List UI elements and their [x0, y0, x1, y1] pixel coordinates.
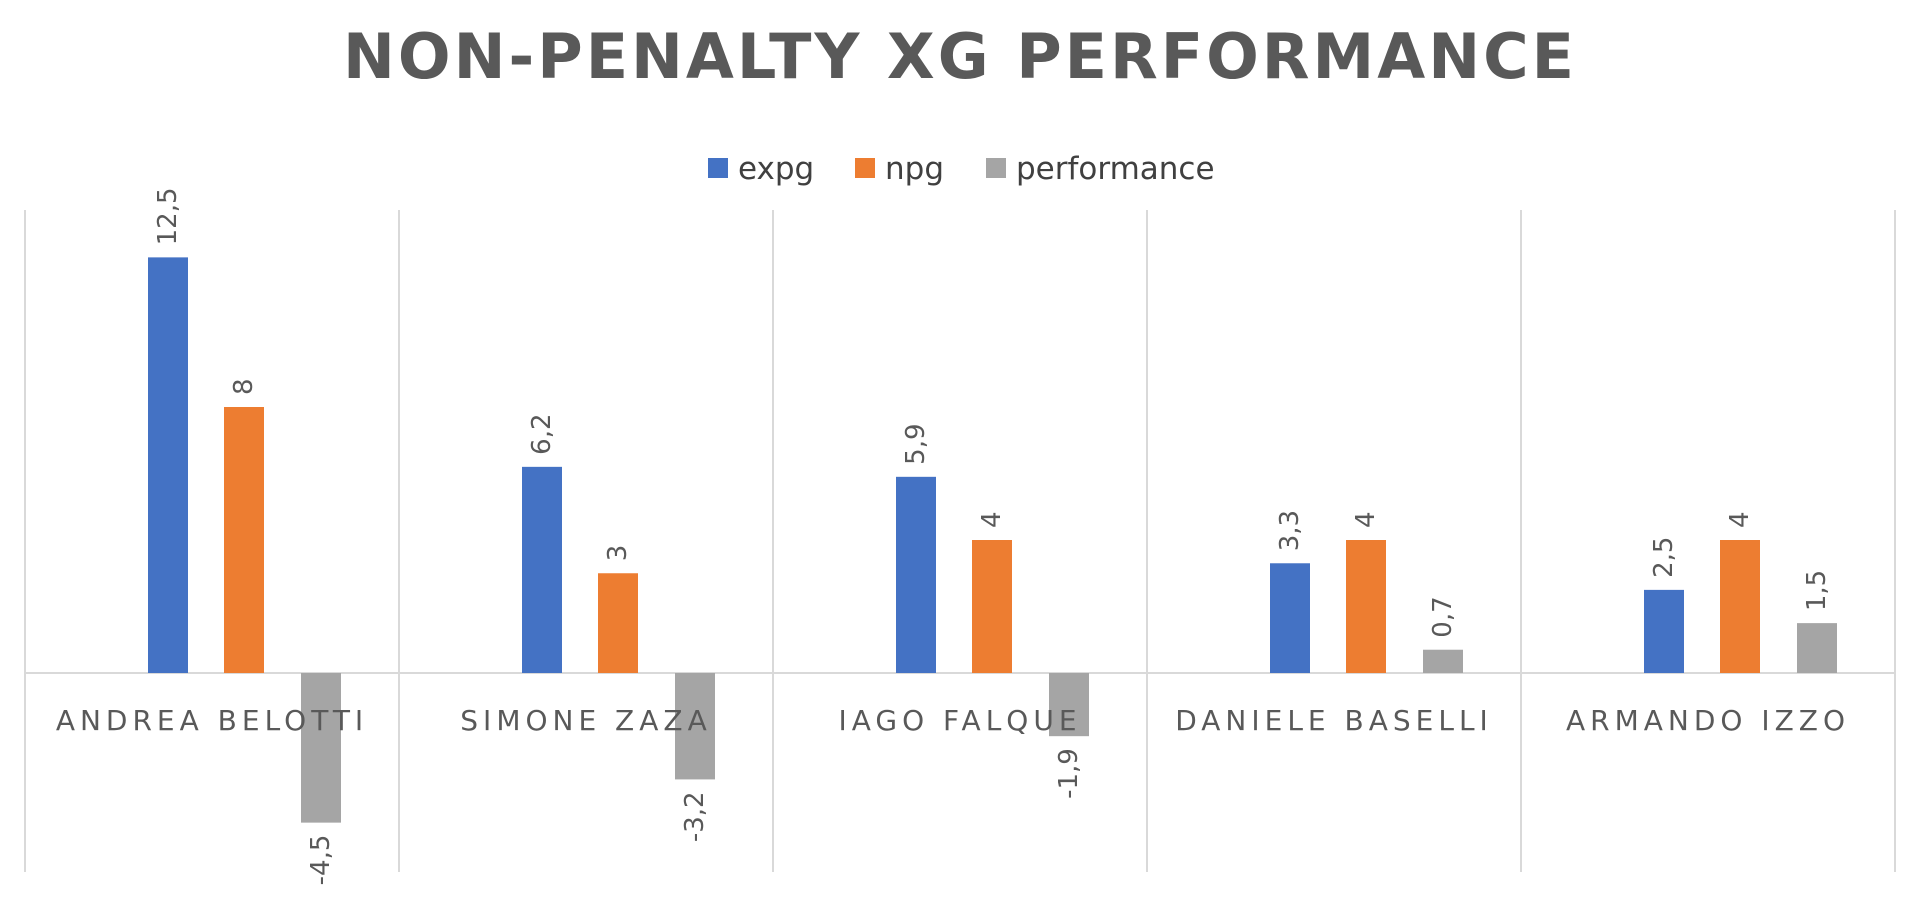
bar-npg — [224, 407, 264, 673]
bars — [148, 257, 1837, 823]
bar-expg — [1270, 563, 1310, 673]
bar-expg — [522, 466, 562, 673]
category-label: ANDREA BELOTTI — [56, 704, 368, 737]
legend-swatch-performance — [986, 158, 1006, 178]
data-label-performance: 1,5 — [1802, 570, 1832, 611]
data-labels: 12,5 6,2 5,9 3,3 2,5 8 3 4 4 4 -4,5 -3,2 -1,9 0,7 1,5 — [153, 187, 1832, 885]
category-label: ARMANDO IZZO — [1566, 704, 1850, 737]
data-label-performance: -1,9 — [1054, 748, 1084, 799]
legend-label-performance: performance — [1016, 151, 1215, 187]
data-label-npg: 4 — [977, 511, 1007, 528]
legend-swatch-expg — [708, 158, 728, 178]
data-label-performance: -4,5 — [306, 835, 336, 886]
legend-label-npg: npg — [885, 151, 944, 187]
legend: expg npg performance — [708, 151, 1215, 187]
data-label-npg: 4 — [1351, 511, 1381, 528]
data-label-npg: 4 — [1725, 511, 1755, 528]
legend-swatch-npg — [855, 158, 875, 178]
category-label: DANIELE BASELLI — [1175, 704, 1493, 737]
data-label-npg: 8 — [229, 378, 259, 395]
bar-npg — [972, 540, 1012, 673]
data-label-expg: 2,5 — [1649, 537, 1679, 578]
category-label: SIMONE ZAZA — [460, 704, 711, 737]
bar-expg — [896, 476, 936, 673]
data-label-performance: -3,2 — [680, 791, 710, 842]
category-label: IAGO FALQUE — [838, 704, 1081, 737]
chart-title: NON-PENALTY XG PERFORMANCE — [343, 20, 1577, 93]
data-label-performance: 0,7 — [1428, 596, 1458, 637]
data-label-expg: 5,9 — [901, 423, 931, 464]
data-label-expg: 12,5 — [153, 187, 183, 245]
bar-npg — [1346, 540, 1386, 673]
category-labels: ANDREA BELOTTI SIMONE ZAZA IAGO FALQUE DANI… — [56, 704, 1850, 737]
legend-label-expg: expg — [738, 151, 814, 187]
bar-npg — [598, 573, 638, 673]
bar-npg — [1720, 540, 1760, 673]
bar-performance — [1423, 649, 1463, 673]
bar-performance — [1797, 623, 1837, 673]
category-gridlines — [24, 210, 1896, 872]
bar-performance — [1049, 673, 1089, 737]
bar-expg — [148, 257, 188, 673]
bar-expg — [1644, 589, 1684, 673]
data-label-npg: 3 — [603, 545, 633, 562]
data-label-expg: 3,3 — [1275, 510, 1305, 551]
bar-performance — [301, 673, 341, 823]
data-label-expg: 6,2 — [527, 413, 557, 454]
bar-performance — [675, 673, 715, 780]
